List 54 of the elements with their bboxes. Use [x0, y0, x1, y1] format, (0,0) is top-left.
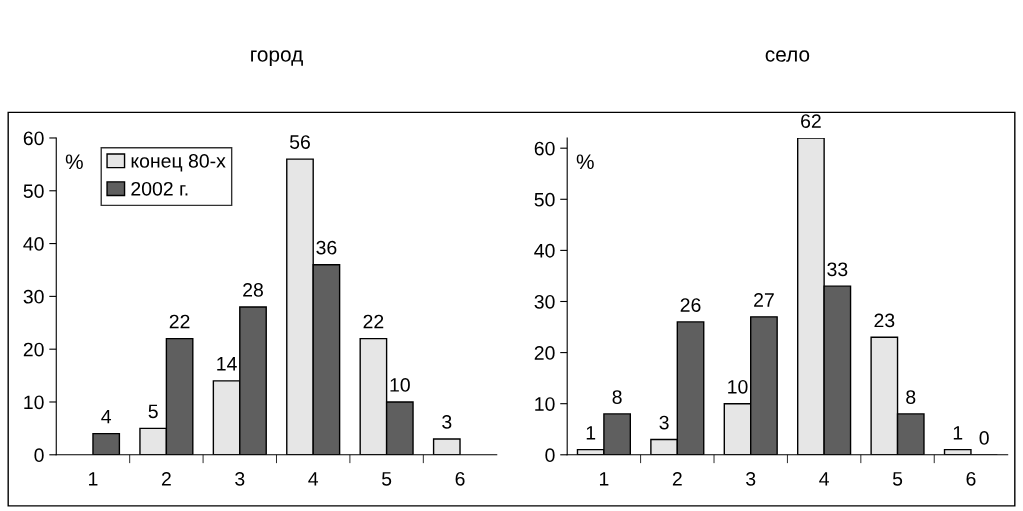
x-tick-label: 4: [308, 472, 319, 486]
data-label: 1: [953, 426, 963, 440]
data-label: 28: [243, 282, 263, 297]
y-tick-label: 60: [534, 141, 555, 156]
y-tick-label: 30: [23, 289, 44, 304]
y-tick-label: 10: [24, 395, 44, 410]
data-label: 23: [874, 313, 895, 328]
data-label: 22: [363, 314, 384, 329]
x-tick-label: 1: [599, 472, 609, 486]
y-tick-label: 20: [534, 346, 555, 360]
x-tick-label: 1: [89, 472, 98, 486]
data-label: 10: [728, 379, 748, 394]
y-tick-label: 0: [545, 448, 555, 463]
y-tick-label: 40: [23, 237, 44, 251]
data-label: 3: [659, 415, 669, 430]
x-tick-label: 5: [892, 472, 903, 486]
chart-title: село: [765, 50, 810, 62]
y-tick-label: 60: [23, 131, 44, 146]
y-tick-label: 10: [535, 397, 555, 411]
data-label: 8: [906, 390, 916, 404]
y-tick-label: 50: [534, 192, 555, 207]
data-label: 1: [586, 426, 596, 440]
data-label: 14: [217, 357, 237, 371]
chart-title: город: [251, 50, 303, 66]
data-label: 0: [979, 431, 989, 445]
data-label: 26: [680, 298, 701, 312]
data-label: 33: [827, 262, 848, 277]
y-tick-label: 0: [34, 448, 44, 463]
data-label: 22: [169, 314, 190, 329]
data-label: 8: [612, 390, 622, 404]
x-tick-label: 6: [966, 471, 976, 486]
data-label: 36: [316, 240, 337, 255]
y-axis-title: %: [576, 154, 594, 170]
x-tick-label: 2: [672, 471, 682, 486]
x-tick-label: 3: [746, 471, 756, 486]
data-label: 27: [754, 293, 774, 307]
x-tick-label: 3: [235, 471, 245, 486]
x-tick-label: 4: [819, 472, 829, 486]
data-label: 5: [148, 404, 158, 419]
legend-label: конец 80-х: [131, 154, 226, 172]
data-label: 56: [289, 135, 310, 149]
legend-label: 2002 г.: [131, 181, 188, 196]
data-label: 3: [442, 415, 452, 429]
x-tick-label: 2: [161, 471, 171, 486]
y-tick-label: 20: [23, 342, 44, 357]
data-label: 62: [801, 114, 821, 128]
x-tick-label: 6: [455, 471, 465, 486]
y-axis-title: %: [65, 154, 83, 170]
y-tick-label: 50: [23, 184, 44, 199]
data-label: 4: [101, 409, 112, 424]
x-tick-label: 5: [381, 472, 392, 486]
y-tick-label: 40: [534, 243, 555, 258]
y-tick-label: 30: [534, 294, 555, 309]
data-label: 10: [390, 378, 410, 392]
